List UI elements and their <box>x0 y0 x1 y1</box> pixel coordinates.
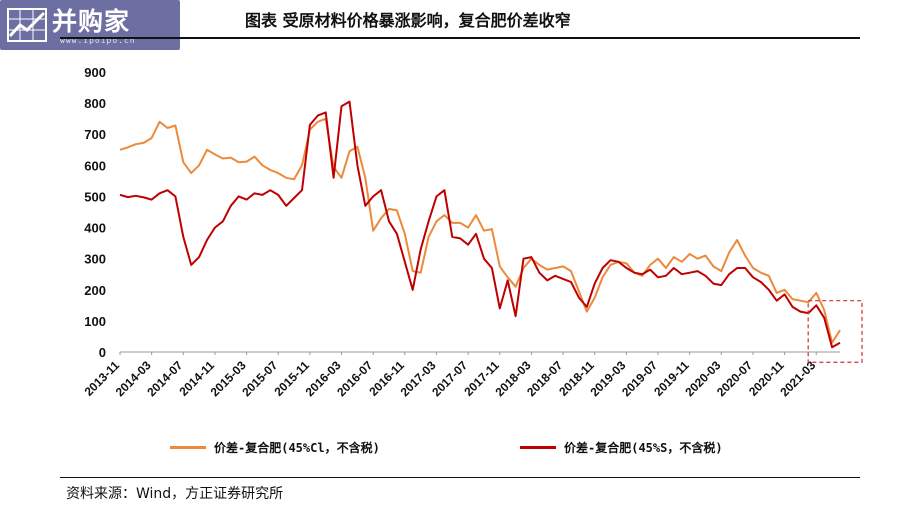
y-tick-label: 0 <box>99 345 106 360</box>
y-tick-label: 100 <box>84 314 106 329</box>
y-tick-label: 800 <box>84 96 106 111</box>
logo: 并购家 www.ipoipo.cn <box>0 0 180 50</box>
legend-item-45cl: 价差-复合肥(45%Cl，不含税) <box>170 439 380 456</box>
y-tick-label: 400 <box>84 221 106 236</box>
page-title: 图表 受原材料价格暴涨影响，复合肥价差收窄 <box>245 11 571 30</box>
footer-divider <box>60 477 860 478</box>
series-line-45s <box>119 100 841 349</box>
legend-swatch-45s <box>520 446 556 449</box>
legend-label-45s: 价差-复合肥(45%S，不含税) <box>564 441 723 455</box>
y-tick-label: 600 <box>84 158 106 173</box>
legend-item-45s: 价差-复合肥(45%S，不含税) <box>520 439 723 456</box>
x-tick-label: 2021-03 <box>777 358 818 399</box>
y-tick-label: 700 <box>84 127 106 142</box>
legend-label-45cl: 价差-复合肥(45%Cl，不含税) <box>214 441 380 455</box>
logo-url: www.ipoipo.cn <box>60 36 136 45</box>
source-note: 资料来源：Wind，方正证券研究所 <box>66 486 284 502</box>
y-tick-label: 300 <box>84 252 106 267</box>
line-chart: 01002003004005006007008009002013-112014-… <box>82 65 863 399</box>
series-line-45cl <box>119 117 841 344</box>
y-tick-label: 900 <box>84 65 106 80</box>
legend-swatch-45cl <box>170 446 206 449</box>
logo-text: 并购家 <box>52 7 131 36</box>
chart-logo-icon <box>7 8 47 42</box>
title-divider <box>60 37 860 39</box>
y-tick-label: 500 <box>84 189 106 204</box>
highlight-box <box>807 300 863 363</box>
y-tick-label: 200 <box>84 283 106 298</box>
